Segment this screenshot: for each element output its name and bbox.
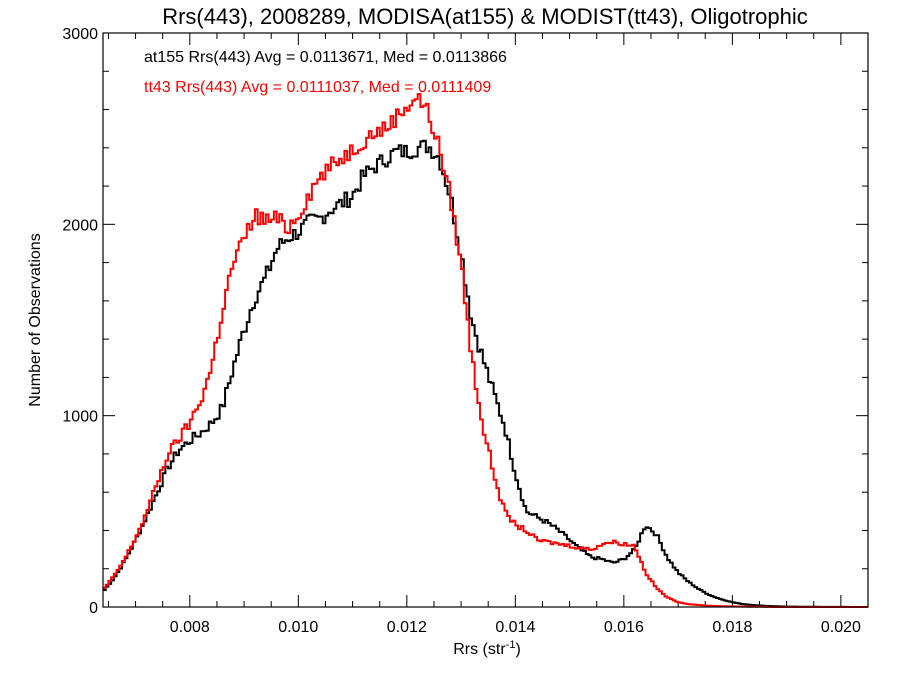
x-axis-label-superscript: -1 — [506, 639, 516, 651]
series-line-tt43 — [103, 93, 868, 608]
annotation-at155: at155 Rrs(443) Avg = 0.0113671, Med = 0.… — [144, 49, 507, 66]
x-tick-label: 0.016 — [604, 619, 644, 636]
axis-ticks — [103, 32, 869, 608]
series-tt43 — [103, 93, 868, 608]
chart-title: Rrs(443), 2008289, MODISA(at155) & MODIS… — [162, 4, 808, 29]
x-tick-label: 0.010 — [278, 619, 318, 636]
x-tick-label: 0.012 — [387, 619, 427, 636]
plot-frame — [102, 32, 869, 608]
x-tick-label: 0.018 — [712, 619, 752, 636]
y-tick-label: 2000 — [62, 217, 98, 234]
x-tick-label: 0.008 — [170, 619, 210, 636]
y-tick-label: 1000 — [62, 409, 98, 426]
series-layer — [103, 93, 868, 608]
x-axis-label: Rrs (str-1) — [453, 639, 521, 658]
y-tick-label: 3000 — [62, 26, 98, 43]
series-line-at155 — [103, 139, 868, 608]
y-tick-label: 0 — [89, 600, 98, 617]
annotation-tt43: tt43 Rrs(443) Avg = 0.0111037, Med = 0.0… — [144, 79, 491, 96]
series-at155 — [103, 139, 868, 608]
y-axis-label: Number of Observations — [27, 233, 44, 406]
x-tick-label: 0.014 — [495, 619, 535, 636]
x-tick-label: 0.020 — [821, 619, 861, 636]
tick-labels: 0.008 0.010 0.012 0.014 0.016 0.018 0.020 0 1000… — [62, 26, 861, 636]
